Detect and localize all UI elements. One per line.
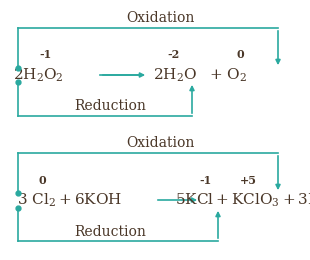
Text: Oxidation: Oxidation [126, 11, 194, 25]
Text: $\mathregular{2H_2O_2}$: $\mathregular{2H_2O_2}$ [13, 66, 63, 84]
Text: $\mathregular{5KCl + KClO_3 +3H_2O}$: $\mathregular{5KCl + KClO_3 +3H_2O}$ [175, 191, 310, 209]
Text: Oxidation: Oxidation [126, 136, 194, 150]
Text: +5: +5 [240, 174, 256, 185]
Text: -1: -1 [200, 174, 212, 185]
Text: $\mathregular{+\ O_2}$: $\mathregular{+\ O_2}$ [209, 66, 247, 84]
Text: 0: 0 [236, 49, 244, 61]
Text: -2: -2 [167, 49, 179, 61]
Text: $\mathregular{2H_2O}$: $\mathregular{2H_2O}$ [153, 66, 197, 84]
Text: $\mathregular{3\ Cl_2 + 6KOH}$: $\mathregular{3\ Cl_2 + 6KOH}$ [17, 191, 123, 209]
Text: Reduction: Reduction [74, 99, 146, 113]
Text: Reduction: Reduction [74, 225, 146, 239]
Text: -1: -1 [39, 49, 51, 61]
Text: 0: 0 [38, 174, 46, 185]
